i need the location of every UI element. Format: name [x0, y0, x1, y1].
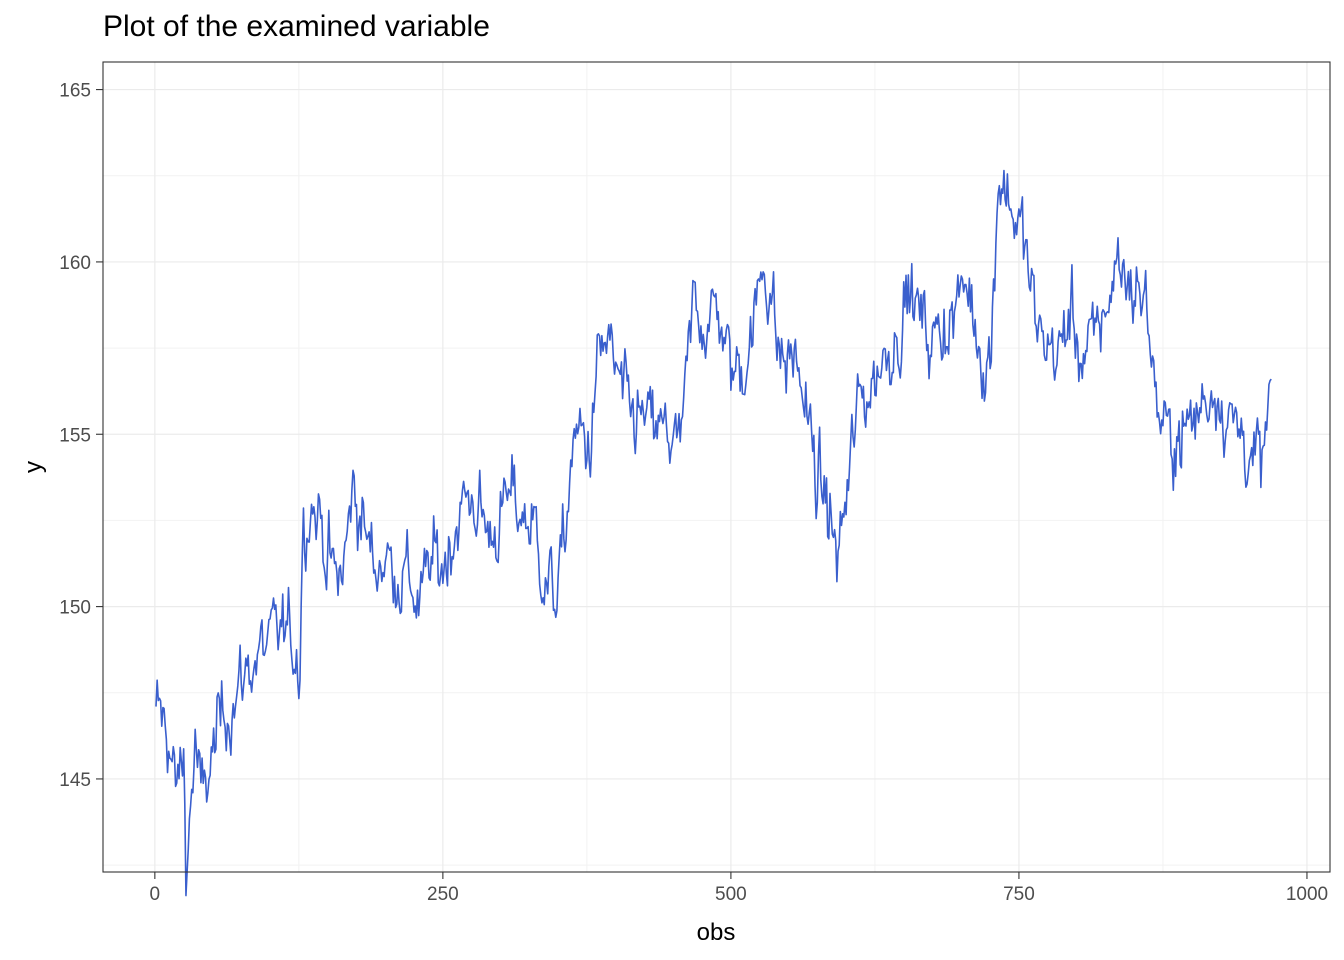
x-tick-label: 0: [150, 884, 161, 905]
x-tick-label: 750: [1003, 884, 1035, 905]
plot-background: [103, 62, 1330, 872]
x-axis: 0 250 500 750 1000: [150, 872, 1328, 905]
x-tick-label: 500: [715, 884, 747, 905]
y-tick-label: 160: [59, 253, 91, 274]
y-axis-title: y: [20, 461, 47, 473]
plot-border: [102, 61, 1331, 873]
x-axis-title: obs: [697, 919, 736, 946]
series-line: [155, 169, 1272, 897]
x-tick-label: 1000: [1286, 884, 1328, 905]
major-gridlines: [103, 62, 1330, 872]
minor-gridlines: [103, 62, 1330, 872]
y-tick-label: 145: [59, 770, 91, 791]
y-tick-label: 165: [59, 81, 91, 102]
x-tick-label: 250: [427, 884, 459, 905]
y-tick-label: 155: [59, 425, 91, 446]
y-axis: 145 150 155 160 165: [59, 81, 103, 791]
chart-title: Plot of the examined variable: [103, 10, 490, 43]
y-tick-label: 150: [59, 598, 91, 619]
